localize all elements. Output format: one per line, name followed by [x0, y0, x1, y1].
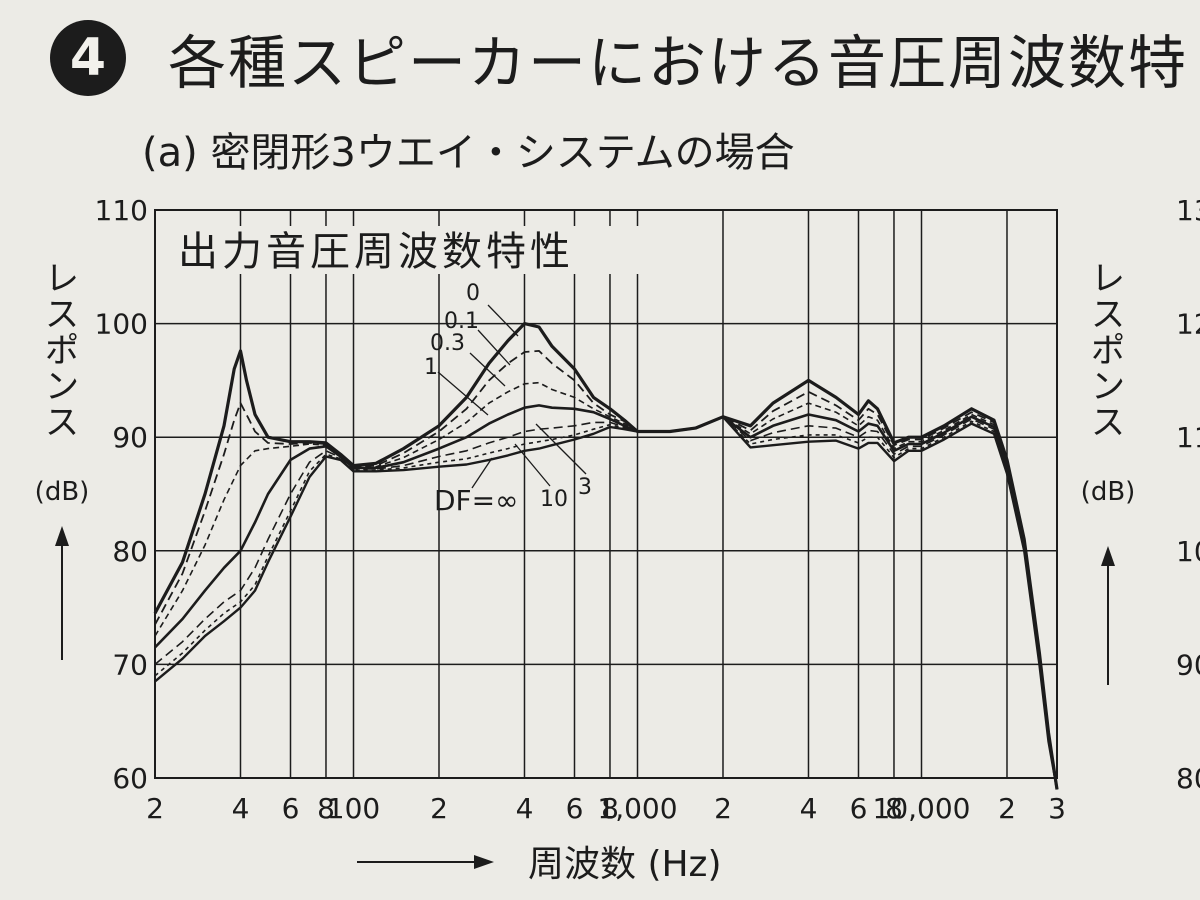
- x-tick-label: 2: [998, 792, 1016, 825]
- series-line-10: [154, 416, 1058, 790]
- y-label-left: レスポンス: [45, 259, 79, 443]
- df-annotation: DF=∞: [434, 484, 518, 517]
- x-tick-label: 8: [885, 792, 903, 825]
- curve-label-0.3: 0.3: [430, 331, 465, 356]
- y-arrow-right-head: [1101, 546, 1115, 566]
- chart-grid: [154, 209, 1058, 779]
- y-tick-label-left: 60: [112, 762, 148, 795]
- x-tick-label: 4: [800, 792, 818, 825]
- x-tick-label: 100: [327, 792, 380, 825]
- curve-label-1: 1: [424, 355, 438, 380]
- x-tick-label: 4: [516, 792, 534, 825]
- x-tick-label: 2: [714, 792, 732, 825]
- y-tick-label-left: 100: [95, 308, 148, 341]
- chart-series: [153, 322, 1059, 790]
- x-tick-label: 2: [146, 792, 164, 825]
- curve-label-1-leader: [437, 371, 489, 416]
- y-tick-label-left: 70: [112, 648, 148, 681]
- x-arrow-head: [474, 855, 494, 869]
- curve-label-10: 10: [540, 487, 568, 512]
- x-tick-label: 4: [232, 792, 250, 825]
- y-tick-label-right: 110: [1176, 421, 1200, 454]
- y-unit-left: (dB): [35, 477, 90, 507]
- x-axis-label: 周波数 (Hz): [528, 844, 722, 885]
- y-tick-label-left: 80: [112, 535, 148, 568]
- curve-label-10-leader: [514, 443, 551, 487]
- x-tick-label: 10,000: [873, 792, 971, 825]
- curve-label-3-leader: [535, 423, 587, 475]
- curve-label-0.1-leader: [477, 329, 511, 366]
- series-line-3: [154, 416, 1058, 790]
- y-tick-label-right: 90: [1176, 648, 1200, 681]
- series-line-0.3: [154, 381, 1058, 790]
- x-tick-label: 3: [1048, 792, 1066, 825]
- x-tick-label: 2: [430, 792, 448, 825]
- curve-label-0.1: 0.1: [444, 309, 479, 334]
- curve-label-3: 3: [578, 475, 592, 500]
- curve-label-0-leader: [487, 304, 519, 337]
- x-tick-label: 6: [282, 792, 300, 825]
- series-line-0: [153, 322, 1059, 790]
- y-tick-label-left: 90: [112, 421, 148, 454]
- y-label-right: レスポンス: [1091, 259, 1125, 443]
- y-unit-right: (dB): [1081, 477, 1136, 507]
- y-tick-label-right: 80: [1176, 762, 1200, 795]
- y-arrow-left-head: [55, 526, 69, 546]
- x-tick-label: 8: [317, 792, 335, 825]
- y-tick-label-left: 110: [95, 194, 148, 227]
- curve-labels: 0 0.10.31 3 10: [424, 281, 592, 512]
- x-tick-label: 8: [601, 792, 619, 825]
- x-tick-label: 6: [566, 792, 584, 825]
- series-line-DFinfinf: [154, 415, 1059, 790]
- y-axis-label-left: レスポンス (dB): [35, 259, 90, 660]
- y-tick-label-right: 120: [1176, 308, 1200, 341]
- series-line-0.1: [154, 350, 1058, 790]
- figure-number-badge: 4: [50, 20, 126, 96]
- y-tick-label-right: 100: [1176, 535, 1200, 568]
- x-axis-label-group: 周波数 (Hz): [357, 844, 722, 885]
- x-tick-label: 1,000: [597, 792, 677, 825]
- series-line-1: [154, 404, 1059, 790]
- chart-title: 出力音圧周波数特性: [178, 229, 574, 275]
- figure-subtitle: (a) 密閉形3ウエイ・システムの場合: [142, 130, 795, 176]
- curve-label-0.3-leader: [469, 352, 506, 387]
- x-tick-label: 6: [850, 792, 868, 825]
- y-axis-label-right: レスポンス (dB): [1081, 259, 1136, 685]
- curve-label-0: 0: [466, 281, 480, 306]
- curve-label-df-leader: [471, 457, 493, 489]
- figure-title: 各種スピーカーにおける音圧周波数特: [168, 29, 1189, 97]
- chart-title-backdrop: [172, 226, 662, 274]
- y-tick-label-right: 130: [1176, 194, 1200, 227]
